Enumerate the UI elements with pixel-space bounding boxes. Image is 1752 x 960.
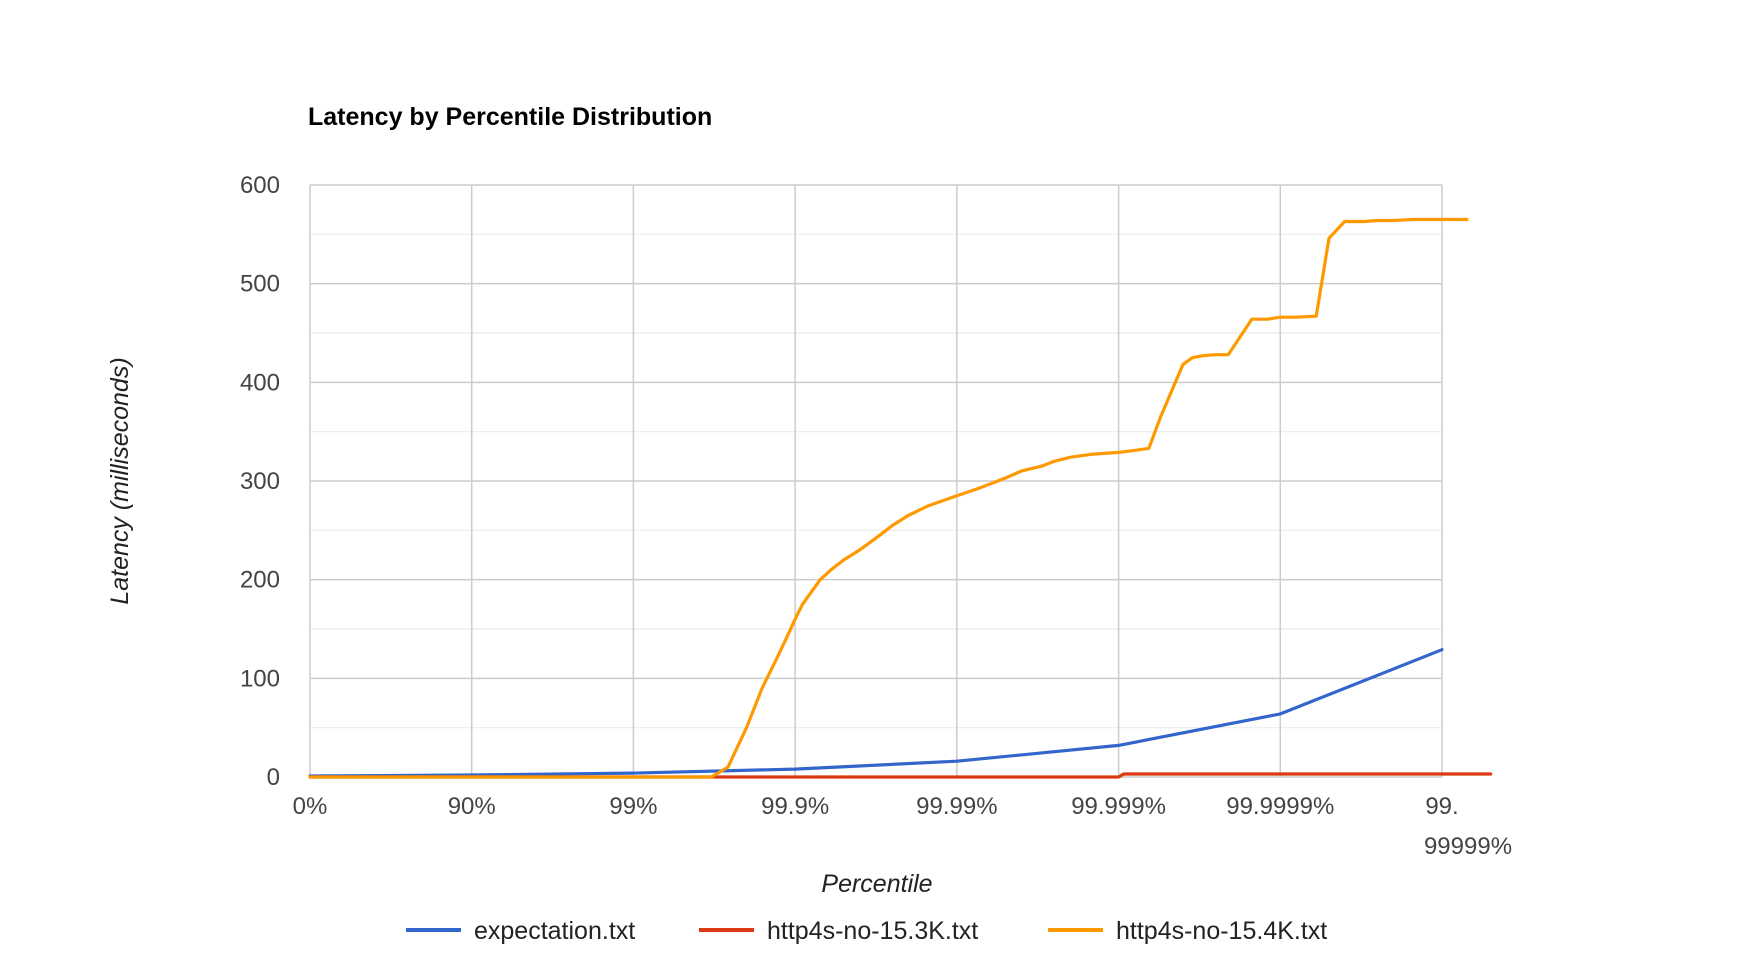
- y-axis-ticks: 0 100 200 300 400 500 600: [240, 172, 280, 791]
- y-tick-label: 300: [240, 468, 280, 495]
- legend-label: expectation.txt: [474, 917, 635, 945]
- gridlines: [309, 184, 1443, 778]
- x-tick-label: 99.99%: [916, 793, 997, 820]
- x-axis-ticks: 0% 90% 99% 99.9% 99.99% 99.999% 99.9999% 99. 999…: [293, 793, 1512, 860]
- x-tick-label: 99.9%: [761, 793, 829, 820]
- x-tick-label-line2: 99999%: [1424, 833, 1512, 860]
- x-axis-title: Percentile: [821, 870, 932, 898]
- chart-title: Latency by Percentile Distribution: [308, 103, 712, 131]
- legend-label: http4s-no-15.3K.txt: [767, 917, 978, 945]
- series-line-1: [308, 648, 1444, 778]
- x-tick-label: 0%: [293, 793, 328, 820]
- y-tick-label: 0: [267, 764, 280, 791]
- y-tick-label: 100: [240, 665, 280, 692]
- legend: expectation.txt http4s-no-15.3K.txt http4s…: [406, 917, 1327, 945]
- y-tick-label: 200: [240, 567, 280, 594]
- x-tick-label: 99.999%: [1071, 793, 1166, 820]
- y-tick-label: 600: [240, 172, 280, 199]
- y-axis-title: Latency (milliseconds): [106, 357, 134, 604]
- y-tick-label: 400: [240, 369, 280, 396]
- y-tick-label: 500: [240, 271, 280, 298]
- series-line-3: [308, 217, 1469, 779]
- x-tick-label: 90%: [448, 793, 496, 820]
- series-lines: [308, 217, 1493, 779]
- x-tick-label: 99.: [1425, 793, 1458, 820]
- x-tick-label: 99%: [609, 793, 657, 820]
- x-tick-label: 99.9999%: [1226, 793, 1334, 820]
- legend-label: http4s-no-15.4K.txt: [1116, 917, 1327, 945]
